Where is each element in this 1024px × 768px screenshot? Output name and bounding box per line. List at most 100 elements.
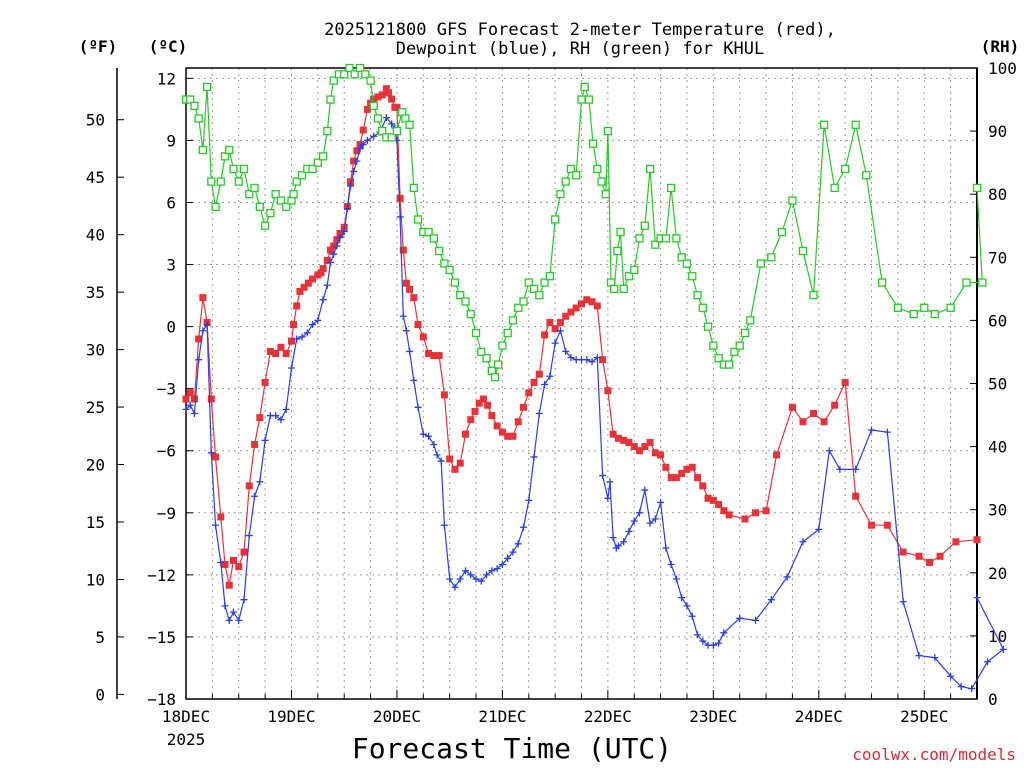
- dewpoint-point: [430, 441, 438, 449]
- dewpoint-point: [323, 281, 331, 289]
- temperature-point: [562, 312, 570, 320]
- rh-point: [540, 278, 549, 287]
- rh-point: [369, 101, 378, 111]
- dewpoint-point: [868, 426, 876, 434]
- temperature-point: [456, 459, 464, 467]
- dewpoint-point: [973, 594, 981, 602]
- rh-point: [788, 196, 797, 205]
- temperature-point: [359, 126, 367, 134]
- rh-point: [450, 278, 460, 287]
- dewpoint-point: [488, 567, 496, 575]
- rh-tick-label: 50: [988, 375, 1007, 394]
- rh-tick-label: 60: [988, 311, 1007, 330]
- rh-point: [366, 76, 375, 85]
- temperature-point: [186, 389, 194, 397]
- dewpoint-point: [957, 683, 965, 691]
- temperature-point: [190, 395, 198, 403]
- rh-point: [877, 278, 887, 287]
- temperature-point: [556, 318, 564, 326]
- dewpoint-point: [186, 401, 194, 409]
- dewpoint-point: [657, 498, 665, 506]
- temperature-point: [926, 558, 934, 566]
- temperature-point: [525, 389, 533, 397]
- dewpoint-point: [715, 639, 723, 647]
- dewpoint-point: [504, 554, 512, 562]
- rh-point: [282, 202, 291, 211]
- temperature-point: [374, 93, 382, 101]
- rh-point: [851, 120, 860, 129]
- plot-frame: [185, 67, 978, 700]
- temperature-point: [741, 515, 749, 523]
- temperature-point: [541, 331, 549, 339]
- credit-link[interactable]: coolwx.com/models: [852, 745, 1016, 764]
- temperature-point: [317, 269, 325, 277]
- rh-point: [767, 253, 776, 262]
- fahrenheit-tick-label: 5: [95, 628, 105, 647]
- x-tick-label: 19DEC: [267, 707, 315, 726]
- fahrenheit-tick-label: 10: [86, 570, 105, 589]
- temperature-point: [467, 416, 475, 424]
- dewpoint-point: [541, 381, 549, 389]
- temperature-point: [256, 414, 264, 422]
- temperature-point: [725, 511, 733, 519]
- temperature-point: [430, 352, 438, 360]
- dewpoint-point: [388, 120, 396, 128]
- dewpoint-point: [836, 465, 844, 473]
- temperature-point: [625, 438, 633, 446]
- temperature-point: [678, 469, 686, 477]
- rh-point: [409, 183, 418, 193]
- temperature-point: [240, 548, 248, 556]
- rh-tick-label: 30: [988, 501, 1007, 520]
- dewpoint-point: [225, 616, 233, 624]
- rh-point: [640, 221, 649, 230]
- rh-point: [619, 284, 628, 294]
- x-tick-label: 18DEC: [162, 707, 210, 726]
- rh-point: [624, 272, 634, 281]
- rh-tick-label: 20: [988, 564, 1007, 583]
- rh-line: [186, 67, 983, 379]
- rh-point: [456, 291, 465, 300]
- rh-point: [601, 190, 610, 199]
- dewpoint-point: [456, 575, 464, 583]
- temperature-point: [588, 298, 596, 306]
- dewpoint-point: [493, 565, 501, 573]
- rh-point: [597, 177, 606, 186]
- temperature-point: [952, 538, 960, 546]
- rh-point: [909, 309, 918, 319]
- temperature-point: [694, 474, 702, 482]
- rh-point: [524, 278, 533, 287]
- dewpoint-point: [736, 614, 744, 622]
- rh-point: [677, 253, 686, 262]
- temperature-point: [363, 105, 371, 113]
- dewpoint-point: [535, 409, 543, 417]
- rh-point: [405, 120, 414, 129]
- rh-point: [529, 284, 539, 294]
- dewpoint-point: [217, 558, 225, 566]
- temperature-point: [788, 403, 796, 411]
- rh-point: [561, 177, 570, 186]
- dewpoint-point: [546, 372, 554, 380]
- dewpoint-point: [425, 432, 433, 440]
- dewpoint-point: [694, 631, 702, 639]
- fahrenheit-tick-label: 50: [86, 111, 105, 130]
- temperature-point: [852, 492, 860, 500]
- temperature-point: [672, 474, 680, 482]
- rh-point: [862, 171, 871, 180]
- dewpoint-point: [293, 335, 301, 343]
- temperature-point: [509, 432, 517, 440]
- temperature-point: [370, 95, 378, 103]
- dewpoint-point: [382, 114, 390, 122]
- rh-point: [740, 328, 750, 338]
- dewpoint-point: [651, 515, 659, 523]
- rh-point: [508, 316, 518, 325]
- dewpoint-point: [514, 540, 522, 548]
- rh-point: [207, 177, 216, 186]
- dewpoint-point: [646, 519, 654, 527]
- dewpoint-point: [968, 685, 976, 693]
- temperature-point: [378, 91, 386, 99]
- temperature-point: [604, 387, 612, 395]
- x-tick-label: 23DEC: [689, 707, 737, 726]
- rh-point: [756, 259, 765, 268]
- temperature-point: [498, 428, 506, 436]
